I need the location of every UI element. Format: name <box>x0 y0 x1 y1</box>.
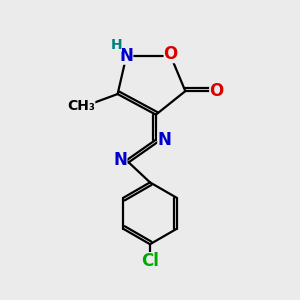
Text: O: O <box>164 45 178 63</box>
Text: O: O <box>209 82 224 100</box>
Text: H: H <box>110 38 122 52</box>
Text: N: N <box>119 47 134 65</box>
Text: N: N <box>157 131 171 149</box>
Text: Cl: Cl <box>141 252 159 270</box>
Text: CH₃: CH₃ <box>68 99 95 113</box>
Text: N: N <box>114 151 128 169</box>
